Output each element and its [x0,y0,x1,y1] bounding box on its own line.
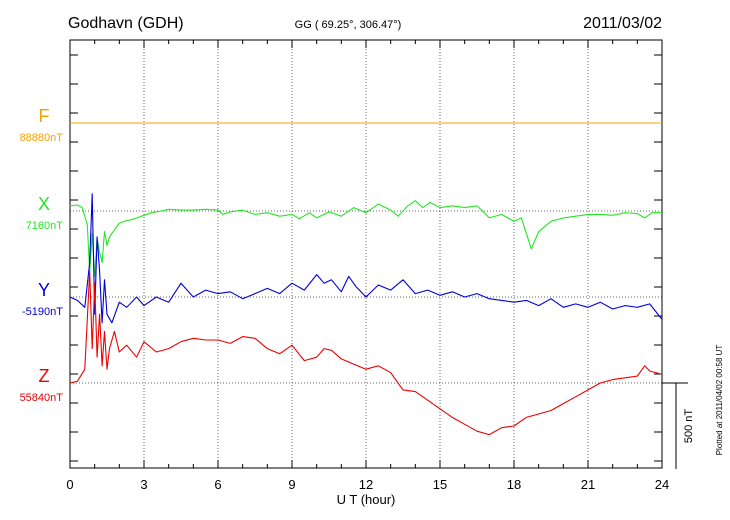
x-axis-label: U T (hour) [337,492,396,507]
grid-lines [143,40,589,468]
series-line-Y [69,193,663,324]
x-tick-label: 24 [655,477,669,492]
series-name-F: F [39,106,50,126]
x-tick-label: 21 [581,477,595,492]
x-tick-label: 15 [433,477,447,492]
station-coordinates: GG ( 69.25°, 306.47°) [295,19,402,31]
series-name-Y: Y [38,280,50,300]
series-baseline-X: 7160nT [26,220,64,232]
x-tick-label: 6 [214,477,221,492]
series-baseline-Y: -5190nT [22,306,63,318]
series-labels: F 88880nT X 7160nT Y -5190nT Z 55840nT [20,106,64,404]
x-tick-label: 0 [66,477,73,492]
scale-bar: 500 nT [662,382,695,469]
series-line-X [69,200,662,277]
series-lines [69,122,663,436]
x-tick-label: 12 [359,477,373,492]
station-title: Godhavn (GDH) [68,15,184,32]
series-line-Z [69,270,663,436]
scale-bar-label: 500 nT [683,409,695,444]
x-tick-label: 3 [140,477,147,492]
x-tick-label: 18 [507,477,521,492]
series-baseline-F: 88880nT [20,132,64,144]
x-tick-label: 9 [288,477,295,492]
chart-date: 2011/03/02 [583,15,662,32]
x-tick-labels: 0 3 6 9 12 15 18 21 24 [66,477,669,492]
series-name-Z: Z [39,366,50,386]
plotted-timestamp: Plotted at 2011/04/02 00:58 UT [715,345,724,456]
series-name-X: X [38,194,50,214]
series-baseline-Z: 55840nT [20,392,64,404]
